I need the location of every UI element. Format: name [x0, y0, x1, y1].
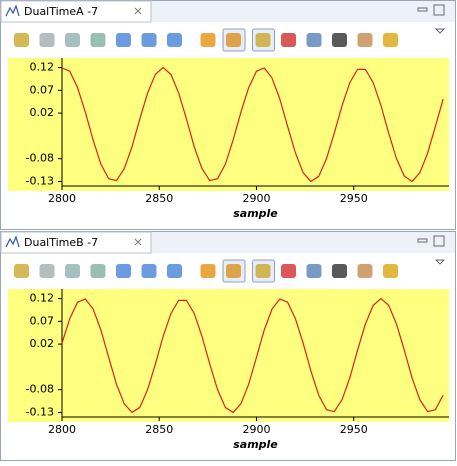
toolbar-button[interactable]: [255, 264, 271, 278]
tab-close[interactable]: [134, 238, 142, 246]
toolbar-button[interactable]: [357, 264, 373, 278]
y-tick-label: 0.12: [30, 292, 55, 305]
toolbar-button[interactable]: [383, 264, 398, 278]
toolbar-button[interactable]: [226, 33, 241, 47]
toolbar-button[interactable]: [306, 264, 322, 278]
toolbar-button[interactable]: [65, 33, 80, 47]
view-menu[interactable]: [434, 259, 446, 265]
toolbar-button[interactable]: [39, 33, 55, 47]
x-axis-label: sample: [233, 207, 278, 220]
x-tick-label: 2900: [242, 192, 270, 205]
data-line: [61, 66, 444, 183]
y-tick-label: -0.08: [26, 383, 54, 396]
x-tick-label: 2800: [48, 423, 76, 436]
minimize-button[interactable]: [417, 7, 428, 12]
toolbar-button[interactable]: [332, 264, 347, 278]
toolbar-button[interactable]: [306, 33, 322, 47]
plot-background: [8, 58, 449, 191]
tab-title[interactable]: DualTimeB -7: [24, 236, 98, 249]
tab-close[interactable]: [134, 7, 142, 15]
x-tick-label: 2900: [242, 423, 270, 436]
toolbar-button[interactable]: [167, 33, 182, 47]
tab-title[interactable]: DualTimeA -7: [24, 5, 98, 18]
toolbar-button[interactable]: [167, 264, 182, 278]
tab[interactable]: [0, 0, 152, 23]
toolbar-button[interactable]: [281, 264, 296, 278]
x-tick-label: 2800: [48, 192, 76, 205]
y-tick-label: -0.13: [26, 405, 54, 418]
data-line: [61, 297, 444, 414]
toolbar-button[interactable]: [14, 33, 29, 47]
maximize-button[interactable]: [433, 4, 445, 16]
tab-icon: [5, 235, 20, 248]
toolbar-button[interactable]: [226, 264, 241, 278]
toolbar-button[interactable]: [90, 33, 106, 47]
x-tick-label: 2850: [145, 423, 173, 436]
view-menu[interactable]: [434, 28, 446, 34]
toolbar-button[interactable]: [332, 33, 347, 47]
toolbar-button[interactable]: [116, 264, 131, 278]
toolbar-button[interactable]: [141, 264, 157, 278]
y-tick-label: 0.02: [30, 337, 55, 350]
y-tick-label: -0.08: [26, 152, 54, 165]
toolbar-button[interactable]: [200, 33, 216, 47]
toolbar-button[interactable]: [357, 33, 373, 47]
tab[interactable]: [0, 231, 152, 254]
toolbar-button[interactable]: [200, 264, 216, 278]
y-tick-label: 0.07: [30, 83, 55, 96]
maximize-button[interactable]: [433, 235, 445, 247]
toolbar-button[interactable]: [281, 33, 296, 47]
tab-icon: [5, 4, 20, 17]
toolbar-button[interactable]: [90, 264, 106, 278]
x-axis-label: sample: [233, 438, 278, 451]
y-tick-label: 0.07: [30, 314, 55, 327]
minimize-button[interactable]: [417, 238, 428, 243]
toolbar-button[interactable]: [39, 264, 55, 278]
toolbar-button[interactable]: [14, 264, 29, 278]
view-panel: DualTimeA -7 0.12 0.07 0.02 -0.08 -0.13 2800 28…: [0, 0, 456, 230]
toolbar-button[interactable]: [383, 33, 398, 47]
toolbar-button[interactable]: [255, 33, 271, 47]
x-tick-label: 2950: [340, 423, 368, 436]
view-panel: DualTimeB -7 0.12 0.07 0.02 -0.08 -0.13 2800 28…: [0, 231, 456, 461]
y-tick-label: 0.02: [30, 106, 55, 119]
y-tick-label: 0.12: [30, 61, 55, 74]
toolbar-button[interactable]: [116, 33, 131, 47]
toolbar-button[interactable]: [65, 264, 80, 278]
toolbar-button[interactable]: [141, 33, 157, 47]
x-tick-label: 2850: [145, 192, 173, 205]
x-tick-label: 2950: [340, 192, 368, 205]
y-tick-label: -0.13: [26, 174, 54, 187]
plot-background: [8, 289, 449, 422]
